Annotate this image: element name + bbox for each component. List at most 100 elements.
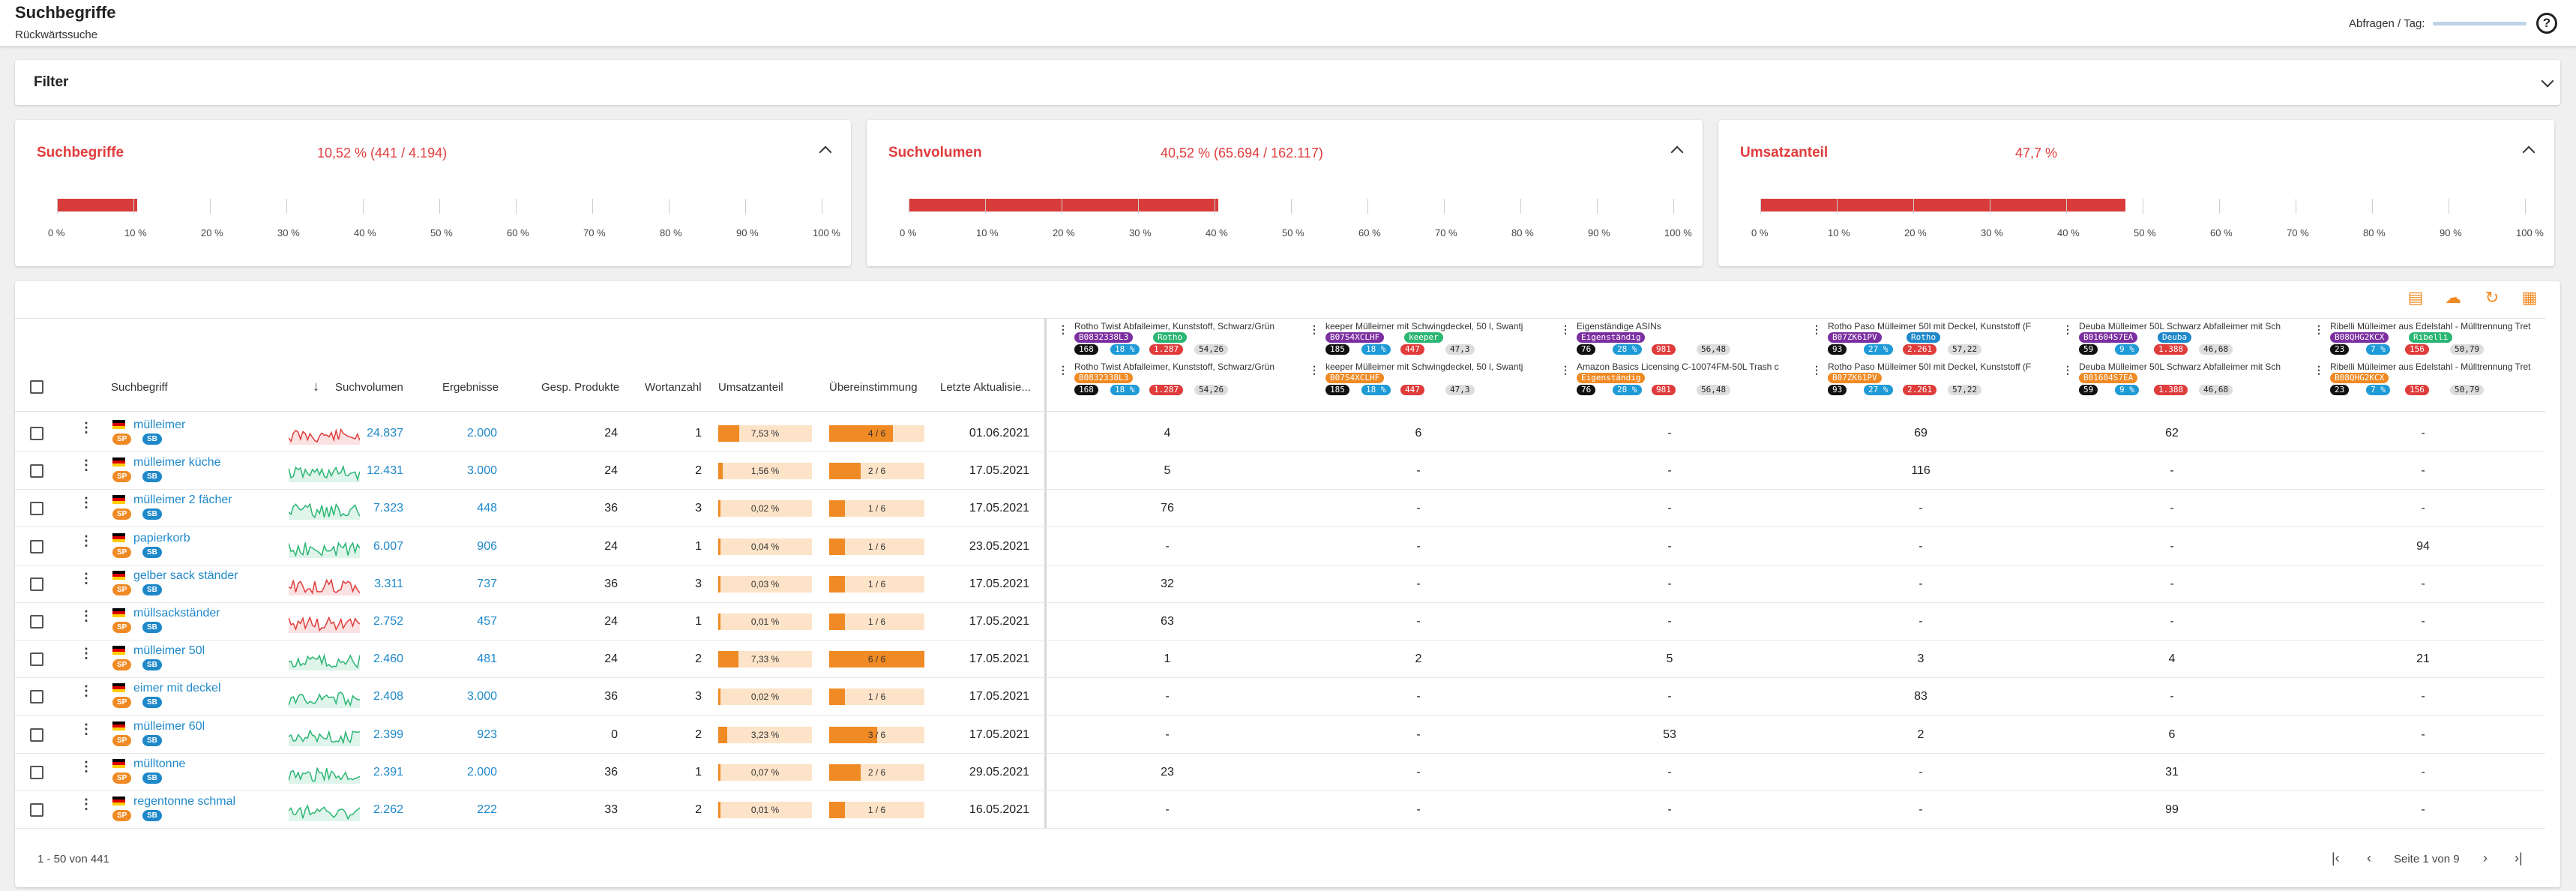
asin-menu-icon[interactable]: ⋮ xyxy=(2314,323,2324,335)
row-menu-icon[interactable]: ⋮ xyxy=(79,646,93,660)
results-count[interactable]: 906 xyxy=(477,540,497,553)
column-header-umsatzanteil[interactable]: Umsatzanteil xyxy=(718,381,783,394)
column-header-gesp-produkte[interactable]: Gesp. Produkte xyxy=(541,381,620,394)
asin-menu-icon[interactable]: ⋮ xyxy=(1560,323,1571,335)
column-header-uebereinstimmung[interactable]: Übereinstimmung xyxy=(829,381,918,394)
results-count[interactable]: 222 xyxy=(477,803,497,816)
column-header-wortanzahl[interactable]: Wortanzahl xyxy=(645,381,702,394)
table-row[interactable] xyxy=(15,566,2545,603)
row-checkbox[interactable] xyxy=(30,803,43,817)
asin-menu-icon[interactable]: ⋮ xyxy=(1560,364,1571,376)
column-header-ergebnisse[interactable]: Ergebnisse xyxy=(442,381,499,394)
row-menu-icon[interactable]: ⋮ xyxy=(79,496,93,509)
chevron-up-icon[interactable] xyxy=(1670,146,1684,159)
search-volume[interactable]: 24.837 xyxy=(367,427,403,440)
column-header-letzte-aktualisierung[interactable]: Letzte Aktualisie... xyxy=(940,381,1031,394)
asin-menu-icon[interactable]: ⋮ xyxy=(2062,323,2073,335)
row-checkbox[interactable] xyxy=(30,540,43,554)
search-volume[interactable]: 2.460 xyxy=(373,652,403,665)
results-count[interactable]: 923 xyxy=(477,728,497,741)
asin-menu-icon[interactable]: ⋮ xyxy=(2062,364,2073,376)
row-checkbox[interactable] xyxy=(30,615,43,628)
keyword-link[interactable]: mülltonne xyxy=(133,758,186,770)
first-page-icon[interactable]: |‹ xyxy=(2332,850,2340,866)
search-volume[interactable]: 12.431 xyxy=(367,464,403,477)
filter-panel[interactable]: Filter xyxy=(15,60,2560,105)
table-row[interactable] xyxy=(15,452,2545,490)
table-row[interactable] xyxy=(15,603,2545,640)
column-header-suchbegriff[interactable]: Suchbegriff xyxy=(111,381,168,394)
search-volume[interactable]: 2.408 xyxy=(373,690,403,703)
results-count[interactable]: 457 xyxy=(477,615,497,628)
row-checkbox[interactable] xyxy=(30,766,43,779)
keyword-link[interactable]: mülleimer xyxy=(133,418,186,431)
row-menu-icon[interactable]: ⋮ xyxy=(79,609,93,622)
chevron-up-icon[interactable] xyxy=(819,146,832,159)
keyword-link[interactable]: regentonne schmal xyxy=(133,795,236,808)
search-volume[interactable]: 7.323 xyxy=(373,502,403,514)
row-checkbox[interactable] xyxy=(30,502,43,515)
search-volume[interactable]: 2.262 xyxy=(373,803,403,816)
row-menu-icon[interactable]: ⋮ xyxy=(79,534,93,548)
row-menu-icon[interactable]: ⋮ xyxy=(79,684,93,698)
search-volume[interactable]: 2.399 xyxy=(373,728,403,741)
keyword-link[interactable]: mülleimer 50l xyxy=(133,644,205,657)
next-page-icon[interactable]: › xyxy=(2483,850,2488,866)
asin-menu-icon[interactable]: ⋮ xyxy=(1309,364,1319,376)
results-count[interactable]: 3.000 xyxy=(466,464,497,477)
table-row[interactable] xyxy=(15,490,2545,527)
row-checkbox[interactable] xyxy=(30,578,43,591)
keyword-link[interactable]: mülleimer 2 fächer xyxy=(133,494,232,506)
table-row[interactable] xyxy=(15,640,2545,678)
results-count[interactable]: 481 xyxy=(477,652,497,665)
keyword-link[interactable]: papierkorb xyxy=(133,532,190,544)
asin-menu-icon[interactable]: ⋮ xyxy=(1309,323,1319,335)
search-volume[interactable]: 2.391 xyxy=(373,766,403,778)
search-volume[interactable]: 2.752 xyxy=(373,615,403,628)
row-menu-icon[interactable]: ⋮ xyxy=(79,760,93,773)
results-count[interactable]: 2.000 xyxy=(466,427,497,440)
row-menu-icon[interactable]: ⋮ xyxy=(79,797,93,811)
keyword-link[interactable]: mülleimer 60l xyxy=(133,720,205,733)
asin-menu-icon[interactable]: ⋮ xyxy=(1058,364,1068,376)
results-count[interactable]: 3.000 xyxy=(466,690,497,703)
row-checkbox[interactable] xyxy=(30,464,43,478)
sort-arrow-down-icon[interactable]: ↓ xyxy=(313,379,319,394)
refresh-icon[interactable]: ↻ xyxy=(2485,288,2500,307)
chevron-up-icon[interactable] xyxy=(2522,146,2536,159)
table-row[interactable] xyxy=(15,716,2545,754)
row-menu-icon[interactable]: ⋮ xyxy=(79,722,93,736)
table-row[interactable] xyxy=(15,678,2545,716)
asin-menu-icon[interactable]: ⋮ xyxy=(1058,323,1068,335)
table-row[interactable] xyxy=(15,754,2545,791)
table-row[interactable] xyxy=(15,415,2545,452)
keyword-link[interactable]: müllsackständer xyxy=(133,607,220,620)
search-volume[interactable]: 3.311 xyxy=(374,578,403,590)
asin-menu-icon[interactable]: ⋮ xyxy=(1811,323,1822,335)
column-header-suchvolumen[interactable]: Suchvolumen xyxy=(335,381,403,394)
row-menu-icon[interactable]: ⋮ xyxy=(79,572,93,585)
keyword-link[interactable]: mülleimer küche xyxy=(133,456,221,469)
select-all-checkbox[interactable] xyxy=(30,380,43,394)
row-menu-icon[interactable]: ⋮ xyxy=(79,421,93,434)
table-row[interactable] xyxy=(15,528,2545,566)
keyword-link[interactable]: gelber sack ständer xyxy=(133,569,238,582)
results-count[interactable]: 737 xyxy=(477,578,497,590)
chevron-down-icon[interactable] xyxy=(2541,74,2554,88)
row-checkbox[interactable] xyxy=(30,690,43,704)
help-icon[interactable]: ? xyxy=(2536,13,2557,34)
table-view-icon[interactable]: ▤ xyxy=(2407,288,2424,307)
keyword-link[interactable]: eimer mit deckel xyxy=(133,682,221,694)
last-page-icon[interactable]: ›| xyxy=(2515,850,2523,866)
prev-page-icon[interactable]: ‹ xyxy=(2367,850,2371,866)
asin-menu-icon[interactable]: ⋮ xyxy=(1811,364,1822,376)
cloud-download-icon[interactable]: ☁ xyxy=(2445,288,2461,307)
row-checkbox[interactable] xyxy=(30,652,43,666)
table-row[interactable] xyxy=(15,791,2545,829)
row-menu-icon[interactable]: ⋮ xyxy=(79,458,93,472)
search-volume[interactable]: 6.007 xyxy=(373,540,403,553)
row-checkbox[interactable] xyxy=(30,427,43,440)
results-count[interactable]: 2.000 xyxy=(466,766,497,778)
asin-menu-icon[interactable]: ⋮ xyxy=(2314,364,2324,376)
results-count[interactable]: 448 xyxy=(477,502,497,514)
